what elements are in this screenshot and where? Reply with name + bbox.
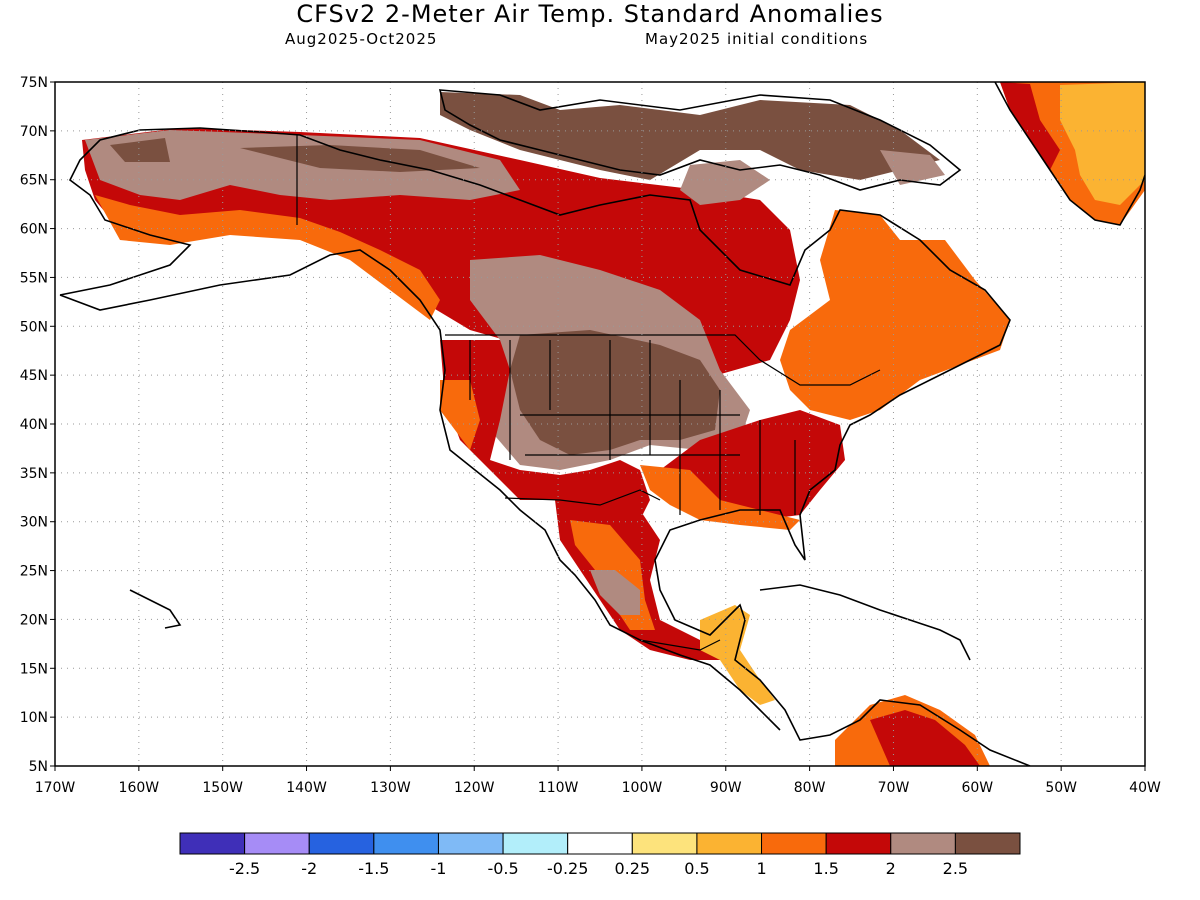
initial-conditions: May2025 initial conditions — [645, 30, 869, 48]
colorbar-swatch — [890, 832, 956, 855]
valid-period: Aug2025-Oct2025 — [285, 30, 438, 48]
lat-label: 40N — [20, 417, 48, 433]
colorbar-swatch — [696, 832, 763, 855]
lon-label: 170W — [35, 780, 76, 796]
lon-label: 140W — [286, 780, 327, 796]
anomaly-region-east-canada — [780, 210, 1010, 420]
lat-label: 75N — [20, 75, 48, 91]
lat-label: 15N — [20, 661, 48, 677]
lat-label: 25N — [20, 564, 48, 580]
anomaly-region-alaska-brown — [85, 130, 520, 200]
colorbar-label: -0.25 — [547, 859, 588, 878]
colorbar-swatch — [244, 832, 310, 855]
colorbar-label: 1.5 — [813, 859, 838, 878]
lon-label: 120W — [454, 780, 495, 796]
colorbar-swatch — [502, 832, 569, 855]
lon-label: 80W — [794, 780, 826, 796]
lon-label: 60W — [961, 780, 993, 796]
colorbar-label: 2 — [886, 859, 896, 878]
coastlines — [59, 82, 1145, 766]
anomaly-region-arctic-light — [680, 150, 945, 205]
colorbar-swatch — [308, 832, 375, 855]
lat-label: 50N — [20, 319, 48, 335]
colorbar-label: 0.25 — [614, 859, 650, 878]
lon-label: 90W — [710, 780, 742, 796]
colorbar-swatch — [761, 832, 827, 855]
colorbar-label: 2.5 — [943, 859, 968, 878]
lat-label: 35N — [20, 466, 48, 482]
colorbar-label: -0.5 — [487, 859, 518, 878]
colorbar-label: -1 — [430, 859, 446, 878]
lon-label: 40W — [1129, 780, 1161, 796]
colorbar-label: -1.5 — [358, 859, 389, 878]
colorbar-label: 0.5 — [684, 859, 709, 878]
colorbar-swatch — [954, 832, 1021, 855]
gridlines — [55, 82, 1145, 766]
lat-label: 5N — [29, 759, 48, 775]
lat-label: 70N — [20, 124, 48, 140]
anomaly-region-west-us — [440, 340, 650, 520]
anomaly-region-mexico-brown — [590, 570, 640, 615]
lon-label: 100W — [622, 780, 663, 796]
colorbar-swatch — [567, 832, 633, 855]
anomaly-region-south-america-red — [870, 710, 980, 766]
colorbar-swatch — [373, 832, 439, 855]
anomaly-region-central-america — [700, 605, 775, 705]
lon-label: 130W — [370, 780, 411, 796]
lon-label: 150W — [202, 780, 243, 796]
anomaly-region-greenland-red — [1000, 82, 1060, 170]
lon-label: 110W — [538, 780, 579, 796]
anomaly-region-alaska-dark — [110, 138, 480, 172]
latitude-labels: 75N 70N 65N 60N 55N 50N 45N 40N 35N 30N 25N 20N 15N 1… — [20, 75, 55, 775]
colorbar-swatch — [437, 832, 504, 855]
chart-title: CFSv2 2-Meter Air Temp. Standard Anomali… — [296, 0, 884, 28]
lon-label: 50W — [1045, 780, 1077, 796]
lat-label: 30N — [20, 515, 48, 531]
anomaly-region-greenland-yellow — [1060, 82, 1145, 205]
colorbar-label: -2 — [301, 859, 317, 878]
lat-label: 60N — [20, 222, 48, 238]
anomaly-region-north-orange — [95, 195, 440, 320]
lon-label: 160W — [119, 780, 160, 796]
lon-label: 70W — [878, 780, 910, 796]
colorbar: -2.5 -2 -1.5 -1 -0.5 -0.25 0.25 0.5 1 1.5 2 2.5 — [179, 832, 1021, 878]
lat-label: 10N — [20, 710, 48, 726]
lat-label: 65N — [20, 173, 48, 189]
colorbar-swatch — [631, 832, 698, 855]
colorbar-swatch — [825, 832, 892, 855]
political-borders — [296, 135, 881, 651]
lat-label: 45N — [20, 368, 48, 384]
lat-label: 55N — [20, 270, 48, 286]
lat-label: 20N — [20, 612, 48, 628]
anomaly-region-arctic — [440, 92, 940, 180]
colorbar-label: -2.5 — [229, 859, 260, 878]
colorbar-swatch — [179, 832, 246, 855]
longitude-labels: 170W 160W 150W 140W 130W 120W 110W 100W 90W 80W 70… — [35, 766, 1161, 796]
anomaly-fields — [82, 82, 1145, 766]
colorbar-label: 1 — [756, 859, 766, 878]
